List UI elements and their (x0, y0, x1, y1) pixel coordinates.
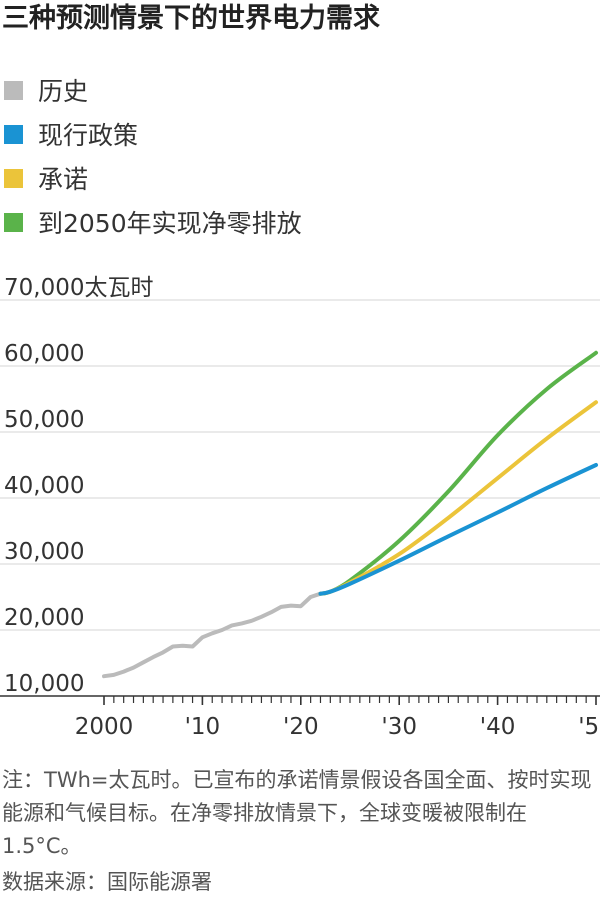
x-tick-label-2000: 2000 (75, 714, 134, 740)
legend-label-net-zero: 到2050年实现净零排放 (38, 209, 302, 238)
y-tick-label-70000: 70,000太瓦时 (4, 275, 153, 301)
y-tick-label-60000: 60,000 (4, 341, 84, 367)
line-chart: 10,000 20,000 30,000 40,000 50,000 60,000 70,0… (0, 275, 600, 740)
series-line-net-zero (318, 350, 598, 596)
x-tick-label-2010: '10 (185, 714, 221, 740)
legend-item-current-policies: 现行政策 (4, 112, 302, 156)
legend-swatch-net-zero (4, 212, 23, 232)
x-tick-label-2050: '50 (578, 714, 600, 740)
series-line-history (102, 591, 323, 679)
legend-label-history: 历史 (38, 77, 89, 106)
x-tick-label-2020: '20 (283, 714, 319, 740)
x-tick-label-2030: '30 (381, 714, 417, 740)
y-tick-label-40000: 40,000 (4, 473, 84, 499)
chart-note: 注：TWh=太瓦时。已宣布的承诺情景假设各国全面、按时实现能源和气候目标。在净零… (2, 768, 592, 858)
y-tick-label-10000: 10,000 (4, 671, 84, 697)
y-tick-label-20000: 20,000 (4, 605, 84, 631)
legend-label-current-policies: 现行政策 (38, 121, 139, 150)
legend-item-pledges: 承诺 (4, 156, 302, 200)
series-line-current-policies (318, 463, 598, 596)
legend-item-history: 历史 (4, 68, 302, 112)
legend-swatch-current-policies (4, 124, 23, 144)
legend-swatch-pledges (4, 168, 23, 188)
legend-label-pledges: 承诺 (38, 165, 89, 194)
legend: 历史 现行政策 承诺 到2050年实现净零排放 (4, 68, 302, 244)
chart-source: 数据来源：国际能源署 (2, 870, 212, 894)
chart-title: 三种预测情景下的世界电力需求 (2, 3, 380, 34)
x-tick-label-2040: '40 (480, 714, 516, 740)
legend-item-net-zero: 到2050年实现净零排放 (4, 200, 302, 244)
y-tick-label-30000: 30,000 (4, 539, 84, 565)
y-tick-label-50000: 50,000 (4, 407, 84, 433)
legend-swatch-history (4, 80, 23, 100)
